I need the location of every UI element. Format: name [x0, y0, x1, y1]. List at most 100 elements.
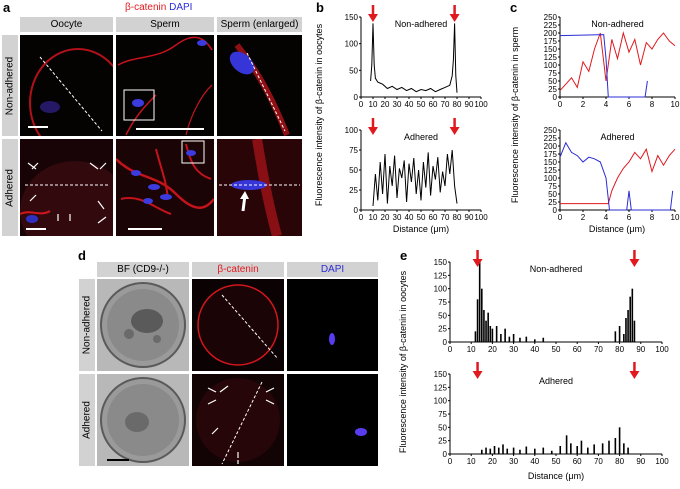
chart-e-0-bar [534, 339, 536, 342]
chart-e-0-ytick-label: 150 [434, 258, 448, 267]
chart-e-1-bar [559, 446, 562, 454]
chart-e-0-bar [487, 312, 489, 342]
chart-c-0-series-0-line [559, 31, 676, 91]
row-header-adhered: Adhered [2, 139, 18, 236]
chart-e-1-bar [627, 447, 629, 454]
chart-e-0-xtick-label: 40 [530, 345, 539, 354]
chart-c-0-ytick-label: 25 [548, 85, 557, 94]
chart-c-1-ytick-label: 200 [544, 142, 558, 151]
chart-e-0-bar [481, 288, 483, 342]
chart-e-0-bar [629, 296, 631, 342]
chart-b-0-xtick-label: 80 [453, 100, 462, 109]
panel-a-legend: β-catenin DAPI [125, 2, 192, 13]
chart-e-1-bar [618, 427, 621, 454]
col-header-sperm: Sperm [116, 17, 214, 32]
chart-e-1-title: Adhered [539, 376, 573, 386]
chart-e-1-bar [580, 440, 583, 454]
chart-e-1-bar [550, 450, 553, 454]
chart-e-1-xtick-label: 60 [573, 457, 582, 466]
row-header-non-adhered: Non-adhered [2, 35, 18, 136]
chart-b-1-title: Adhered [404, 132, 438, 142]
chart-e-0-ytick-label: 100 [434, 285, 448, 294]
chart-e-0-xtick-label: 10 [467, 345, 476, 354]
chart-e-1-xtick-label: 40 [530, 457, 539, 466]
chart-b-1-xtick-label: 50 [417, 213, 426, 222]
chart-c-1-xtick-label: 10 [671, 213, 680, 222]
chart-b-1-xtick-label: 90 [465, 213, 474, 222]
chart-b-1-xtick-label: 100 [474, 213, 488, 222]
chart-b-0-series-0-line [370, 23, 458, 93]
chart-e-1-xtick-label: 90 [636, 457, 645, 466]
chart-c-1-ytick-label: 25 [548, 198, 557, 207]
chart-b-1-arrow-head [449, 127, 460, 135]
chart-b-xlabel: Distance (μm) [393, 224, 449, 234]
chart-e-0-bar [633, 320, 636, 342]
chart-b-0-xtick-label: 10 [369, 100, 378, 109]
chart-e-0-bar [618, 326, 621, 342]
legend-dapi: DAPI [169, 2, 193, 13]
chart-b-0-arrow-head [449, 14, 460, 22]
chart-e-1-bar [489, 448, 492, 454]
bf-nonadhered-image [97, 279, 189, 371]
chart-e-0-bar [485, 320, 487, 342]
chart-c-0-xtick-label: 10 [671, 100, 680, 109]
chart-c-1-series-1-line [559, 141, 674, 211]
chart-e-0-xtick-label: 70 [594, 345, 603, 354]
chart-b-0-xtick-label: 60 [429, 100, 438, 109]
chart-b-1-xtick-label: 80 [453, 213, 462, 222]
chart-c-1-ytick-label: 175 [544, 150, 558, 159]
chart-b-0-xtick-label: 20 [381, 100, 390, 109]
sperm-enlarged-adhered-image [217, 139, 302, 236]
chart-e-1-bar [608, 440, 610, 454]
chart-e-1-ytick-label: 75 [438, 410, 447, 419]
chart-b-1-ytick-label: 50 [349, 166, 358, 175]
chart-c-0-ytick-label: 175 [544, 37, 558, 46]
chart-c-0-xtick-label: 6 [627, 100, 632, 109]
chart-c-1-xtick-label: 2 [581, 213, 586, 222]
col-header-bf: BF (CD9-/-) [97, 262, 189, 277]
chart-e-1-bar [534, 448, 536, 454]
chart-e-xlabel: Distance (μm) [528, 471, 584, 481]
chart-e-0-xtick-label: 30 [509, 345, 518, 354]
chart-b-0-ytick-label: 100 [345, 40, 359, 49]
chart-c-1-xtick-label: 8 [650, 213, 655, 222]
chart-e-0-xtick-label: 90 [636, 345, 645, 354]
chart-b-0-xtick-label: 50 [417, 100, 426, 109]
chart-e-1-bar [614, 438, 617, 454]
chart-b-0-ytick-label: 0 [354, 93, 359, 102]
chart-e-1-xtick-label: 0 [448, 457, 453, 466]
chart-c-1-ytick-label: 125 [544, 166, 558, 175]
panel-b-label: b [316, 0, 324, 15]
chart-e-1-bar [542, 447, 545, 454]
chart-e-0-xtick-label: 60 [573, 345, 582, 354]
chart-e-1-xtick-label: 80 [615, 457, 624, 466]
chart-c-0-ytick-label: 100 [544, 61, 558, 70]
row-header-d-adhered: Adhered [79, 374, 95, 466]
chart-e-0-title: Non-adhered [530, 264, 583, 274]
chart-e-1-ytick-label: 50 [438, 423, 447, 432]
chart-b-0-xtick-label: 30 [393, 100, 402, 109]
chart-e-1-xtick-label: 30 [509, 457, 518, 466]
chart-c-1-xtick-label: 6 [627, 213, 632, 222]
chart-e-1-bar [576, 446, 578, 454]
chart-e-0-xtick-label: 20 [488, 345, 497, 354]
chart-c-ylabel: Fluorescence intensity of β-catenin in s… [510, 27, 520, 203]
legend-catenin: β-catenin [125, 2, 167, 13]
chart-e-0-bar [474, 331, 477, 342]
chart-e-1-bar [485, 447, 487, 454]
chart-e-0-ytick-label: 125 [434, 271, 448, 280]
chart-c-1-series-0-line [560, 147, 676, 205]
chart-b-0-xtick-label: 0 [359, 100, 364, 109]
chart-e-0-xtick-label: 0 [448, 345, 453, 354]
catenin-nonadhered-image [192, 279, 284, 371]
chart-e-0-bar [623, 334, 625, 342]
chart-c-1-ytick-label: 50 [548, 190, 557, 199]
chart-b-ylabel: Fluorescence intensity of β-catenin in o… [314, 23, 324, 206]
chart-b-1-ytick-label: 25 [349, 186, 358, 195]
chart-e-1-bar [570, 443, 572, 454]
sperm-adhered-image [116, 139, 214, 236]
chart-b-0-xtick-label: 70 [441, 100, 450, 109]
oocyte-nonadhered-image [20, 35, 113, 136]
panel-e-label: e [400, 248, 408, 263]
